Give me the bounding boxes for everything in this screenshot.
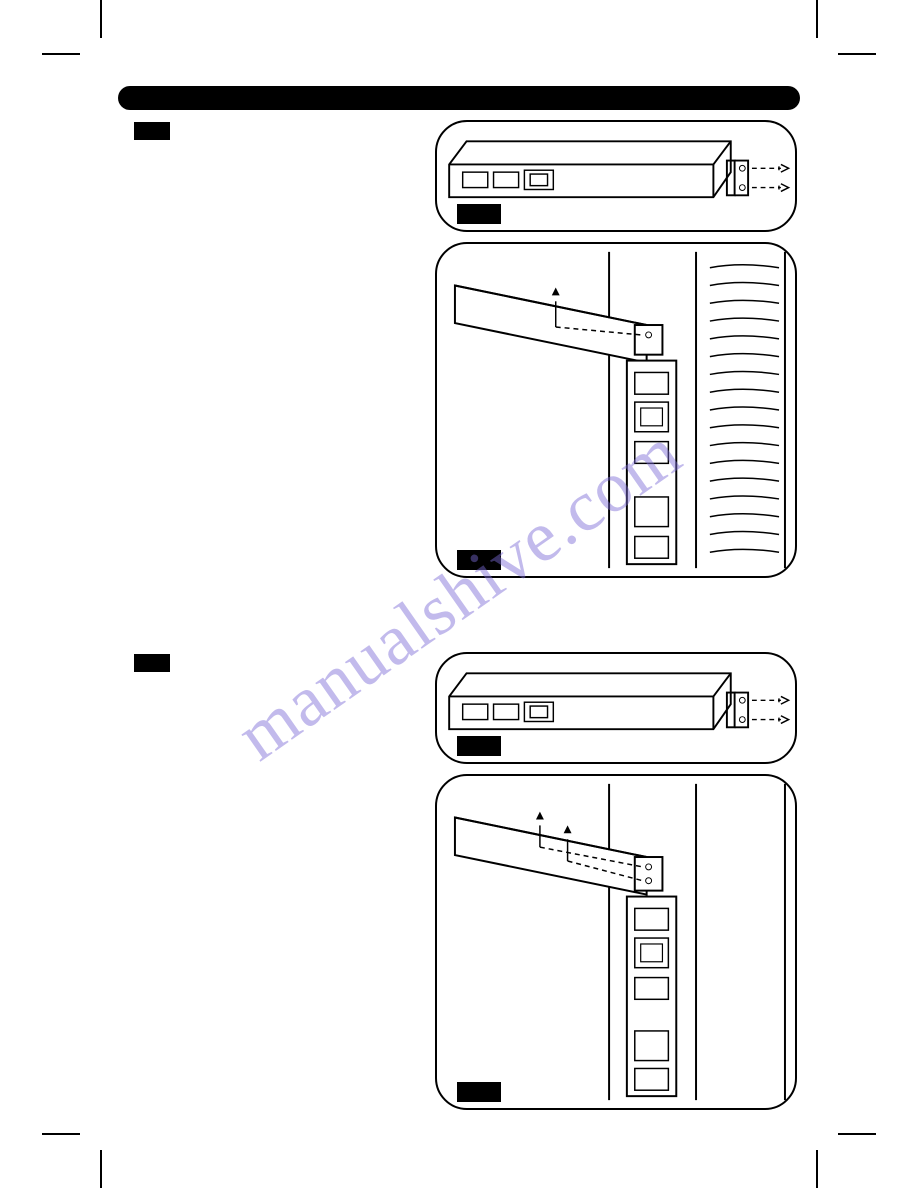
figure-label — [457, 204, 501, 224]
rack-diagram-icon — [437, 244, 795, 576]
crop-mark — [816, 1150, 818, 1188]
figure-label — [457, 1082, 501, 1102]
figure-label — [457, 550, 501, 570]
figure-bracket-attach-2 — [435, 652, 797, 764]
figure-rack-mount-2 — [435, 774, 797, 1110]
crop-mark — [838, 53, 876, 55]
rack-diagram-icon — [437, 776, 795, 1108]
figure-rack-mount-1 — [435, 242, 797, 578]
crop-mark — [838, 1133, 876, 1135]
figure-label — [457, 736, 501, 756]
step-label-2 — [134, 654, 170, 672]
crop-mark — [42, 1133, 80, 1135]
crop-mark — [100, 0, 102, 38]
section-header-bar — [118, 86, 800, 110]
crop-mark — [816, 0, 818, 38]
crop-mark — [42, 53, 80, 55]
crop-mark — [100, 1150, 102, 1188]
step-label-1 — [134, 122, 170, 140]
figure-bracket-attach-1 — [435, 120, 797, 232]
